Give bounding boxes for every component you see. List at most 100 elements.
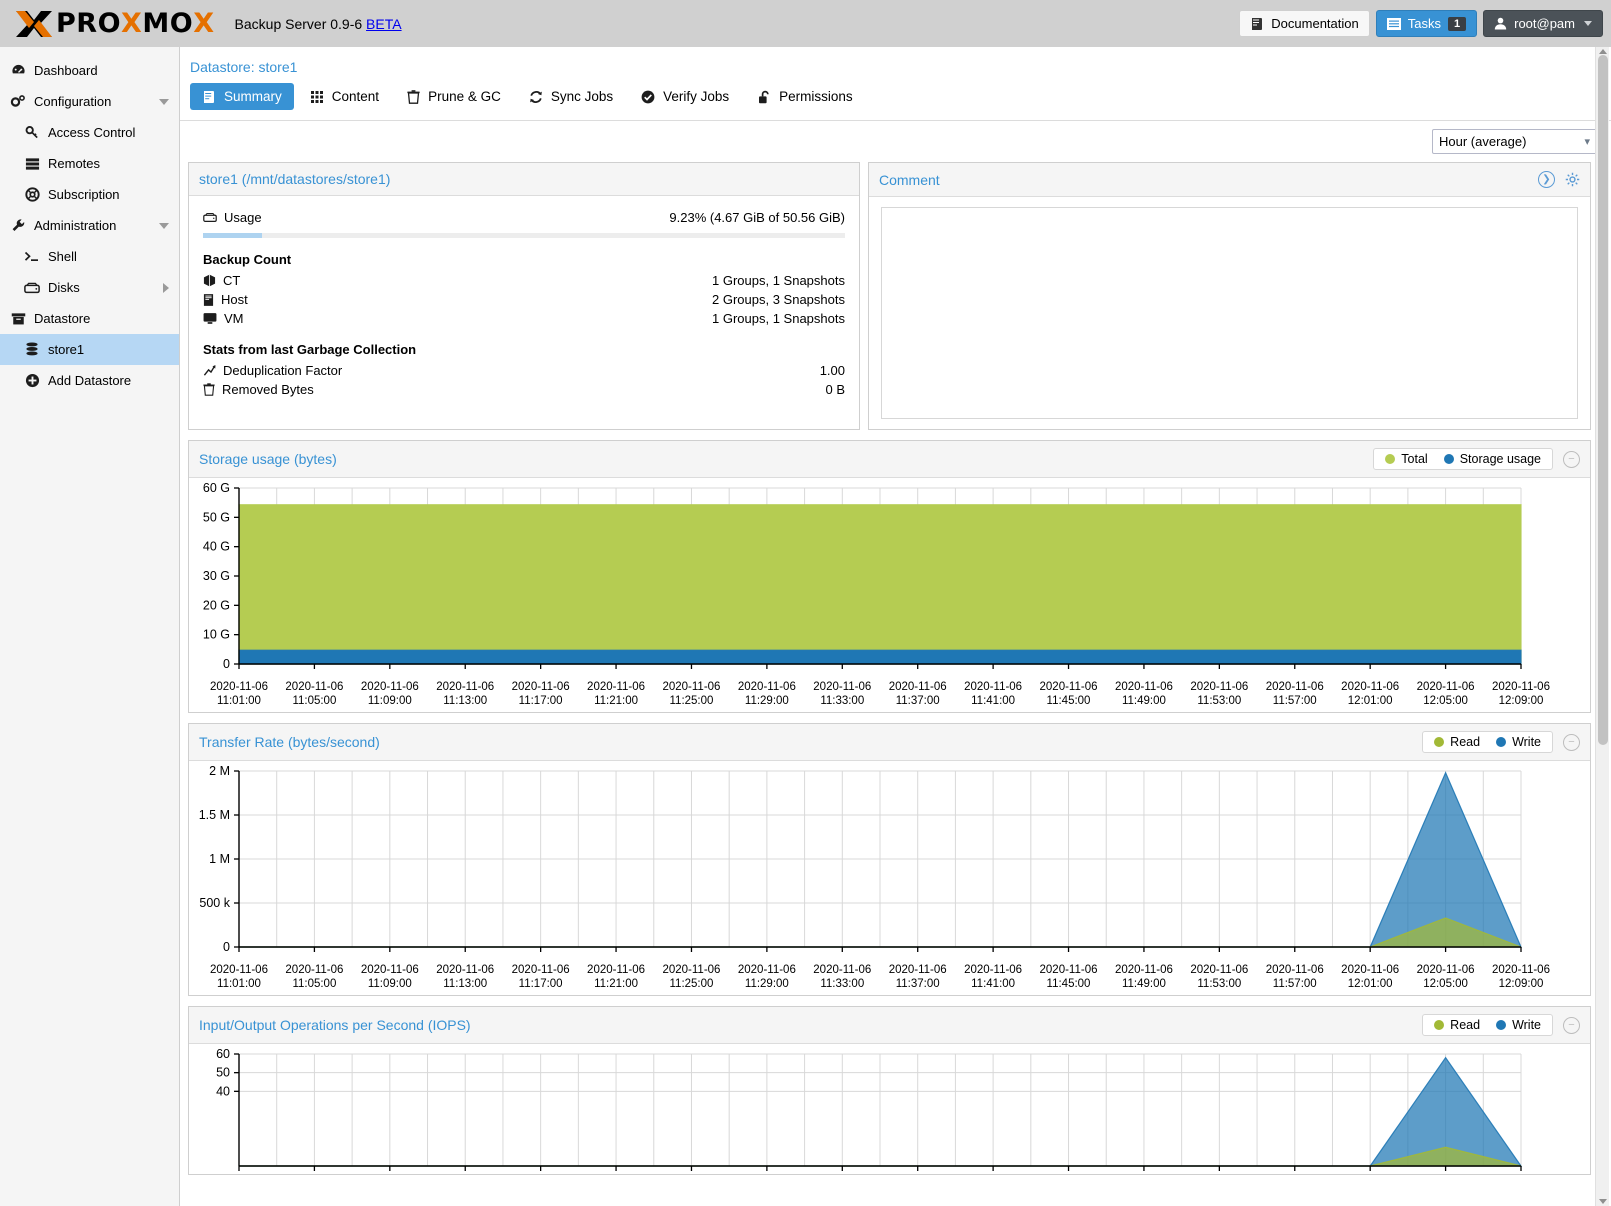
container-icon: [203, 274, 216, 287]
sidebar-item-remotes[interactable]: Remotes: [0, 148, 179, 179]
refresh-icon: [530, 90, 542, 103]
tab-content[interactable]: Content: [298, 83, 391, 110]
chart-title: Input/Output Operations per Second (IOPS…: [199, 1017, 471, 1033]
svg-text:1.5 M: 1.5 M: [199, 808, 230, 822]
top-header-bar: PRO X MO X Backup Server 0.9-6 BETA Documen…: [0, 0, 1611, 47]
sidebar-item-label: Remotes: [48, 156, 101, 171]
storage-usage-plot: 0 10 G 20 G 30 G 40 G 50 G 60 G: [203, 481, 1522, 671]
expand-chevron-icon[interactable]: ❯: [1538, 171, 1555, 188]
iops-chart-canvas: 40 50 60: [189, 1044, 1590, 1174]
usage-progress-bar: [203, 233, 845, 238]
legend-item-write[interactable]: Write: [1496, 735, 1541, 749]
user-label: root@pam: [1514, 16, 1575, 31]
iops-chart-panel: Input/Output Operations per Second (IOPS…: [188, 1006, 1591, 1175]
wrench-icon: [10, 218, 26, 233]
legend-item-write[interactable]: Write: [1496, 1018, 1541, 1032]
svg-text:50: 50: [216, 1066, 230, 1080]
x-axis-tick-label: 2020-11-06 12:09:00: [1492, 681, 1550, 708]
x-axis-tick-label: 2020-11-06 11:53:00: [1190, 964, 1249, 991]
chevron-down-icon[interactable]: [159, 222, 169, 229]
grid-icon: [310, 90, 323, 103]
sidebar-item-access-control[interactable]: Access Control: [0, 117, 179, 148]
scroll-up-arrow-icon[interactable]: [1599, 49, 1607, 54]
collapse-chart-button[interactable]: −: [1563, 733, 1580, 751]
x-axis-tick-label: 2020-11-06 12:05:00: [1416, 681, 1475, 708]
svg-text:2 M: 2 M: [209, 764, 230, 778]
tab-label: Content: [331, 89, 380, 104]
user-icon: [1494, 17, 1507, 30]
beta-link[interactable]: BETA: [366, 15, 402, 32]
x-axis-tick-label: 2020-11-06 11:29:00: [737, 681, 796, 708]
legend-dot-storage-usage: [1443, 454, 1454, 464]
legend-item-read[interactable]: Read: [1434, 1018, 1480, 1032]
summary-scroll-area[interactable]: store1 (/mnt/datastores/store1) Usage 9.…: [180, 162, 1611, 1206]
ct-value: 1 Groups, 1 Snapshots: [712, 273, 845, 288]
backup-row-ct: CT 1 Groups, 1 Snapshots: [203, 271, 845, 290]
timeframe-selected-value: Hour (average): [1439, 134, 1527, 149]
svg-text:1 M: 1 M: [209, 852, 230, 866]
collapse-chart-button[interactable]: −: [1563, 450, 1580, 468]
gc-row-removed: Removed Bytes 0 B: [203, 380, 845, 399]
tab-sync-jobs[interactable]: Sync Jobs: [517, 83, 625, 110]
chart-legend: Total Storage usage: [1373, 448, 1553, 470]
sidebar-item-store1[interactable]: store1: [0, 334, 179, 365]
legend-item-storage-usage[interactable]: Storage usage: [1443, 452, 1541, 466]
x-axis-tick-label: 2020-11-06 11:45:00: [1039, 681, 1098, 708]
sidebar-item-administration[interactable]: Administration: [0, 210, 179, 241]
user-menu-button[interactable]: root@pam: [1483, 10, 1603, 37]
chevron-down-icon[interactable]: [159, 98, 169, 105]
chevron-right-icon[interactable]: [163, 282, 169, 293]
scroll-down-arrow-icon[interactable]: [1599, 1199, 1607, 1204]
legend-dot-read: [1434, 1020, 1445, 1030]
hdd-icon: [24, 282, 40, 294]
sidebar-item-label: Add Datastore: [48, 373, 132, 388]
usage-row: Usage 9.23% (4.67 GiB of 50.56 GiB): [203, 208, 845, 227]
host-icon: [203, 293, 214, 306]
chart-legend: Read Write: [1422, 731, 1553, 753]
legend-item-total[interactable]: Total: [1385, 452, 1428, 466]
vertical-scrollbar[interactable]: [1595, 47, 1609, 1206]
status-panel-title: store1 (/mnt/datastores/store1): [199, 171, 391, 187]
chart-title: Transfer Rate (bytes/second): [199, 734, 380, 750]
tasks-button[interactable]: Tasks 1: [1375, 10, 1478, 37]
tab-prune-gc[interactable]: Prune & GC: [395, 83, 513, 110]
removed-value: 0 B: [825, 382, 845, 397]
x-axis-tick-label: 2020-11-06 11:05:00: [285, 681, 344, 708]
usage-label: Usage: [224, 210, 262, 225]
sidebar-item-subscription[interactable]: Subscription: [0, 179, 179, 210]
x-axis-tick-label: 2020-11-06 11:57:00: [1265, 964, 1324, 991]
x-axis-tick-label: 2020-11-06 11:13:00: [436, 681, 495, 708]
x-axis-tick-label: 2020-11-06 11:33:00: [813, 964, 872, 991]
tab-summary[interactable]: Summary: [190, 83, 294, 110]
trash-icon: [407, 89, 420, 104]
host-key: Host: [203, 292, 248, 307]
x-axis-tick-label: 2020-11-06 12:05:00: [1416, 964, 1475, 991]
sidebar-item-label: Configuration: [34, 94, 112, 109]
tab-permissions[interactable]: Permissions: [745, 83, 865, 110]
legend-item-read[interactable]: Read: [1434, 735, 1480, 749]
x-axis-tick-label: 2020-11-06 12:01:00: [1341, 681, 1400, 708]
sidebar-item-datastore[interactable]: Datastore: [0, 303, 179, 334]
collapse-chart-button[interactable]: −: [1563, 1016, 1580, 1034]
sidebar-item-shell[interactable]: Shell: [0, 241, 179, 272]
svg-text:500 k: 500 k: [199, 896, 230, 910]
timeframe-select[interactable]: Hour (average) ▾: [1432, 129, 1597, 154]
documentation-button[interactable]: Documentation: [1239, 10, 1370, 37]
dedup-value: 1.00: [819, 363, 845, 378]
svg-text:0: 0: [223, 940, 230, 954]
sidebar-item-add-datastore[interactable]: Add Datastore: [0, 365, 179, 396]
tab-verify-jobs[interactable]: Verify Jobs: [629, 83, 741, 110]
scrollbar-thumb[interactable]: [1598, 55, 1608, 745]
sidebar-item-dashboard[interactable]: Dashboard: [0, 55, 179, 86]
sidebar-item-configuration[interactable]: Configuration: [0, 86, 179, 117]
svg-text:0: 0: [223, 657, 230, 671]
sidebar-item-disks[interactable]: Disks: [0, 272, 179, 303]
tasks-label: Tasks: [1407, 16, 1441, 31]
comment-input[interactable]: [881, 207, 1578, 419]
gear-icon[interactable]: [1565, 172, 1580, 187]
comment-panel: Comment ❯: [868, 162, 1591, 430]
removed-key: Removed Bytes: [203, 382, 314, 397]
backup-row-host: Host 2 Groups, 3 Snapshots: [203, 290, 845, 309]
transfer-rate-chart-header: Transfer Rate (bytes/second) Read Write …: [189, 724, 1590, 761]
key-icon: [24, 125, 40, 140]
